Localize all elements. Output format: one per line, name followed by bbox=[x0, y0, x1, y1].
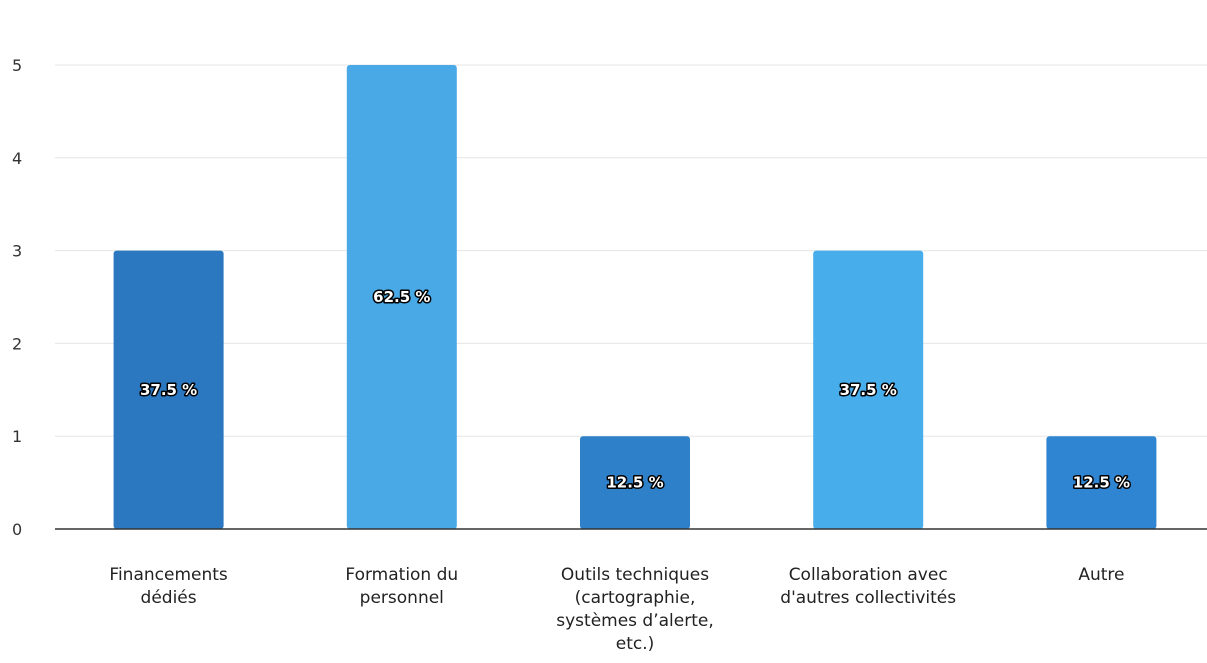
y-tick-label: 4 bbox=[12, 149, 22, 168]
x-category-label-line: d'autres collectivités bbox=[780, 588, 956, 608]
x-category-label: Formation du personnel bbox=[345, 565, 458, 608]
x-category-label-line: Autre bbox=[1078, 565, 1124, 585]
data-labels: 37.5 % 62.5 % 12.5 % 37.5 % 12.5 % bbox=[138, 287, 1131, 494]
bar[interactable] bbox=[1046, 436, 1157, 529]
x-category-label-line: Financements bbox=[109, 565, 227, 585]
x-category-label-line: personnel bbox=[360, 588, 444, 608]
y-tick-label: 0 bbox=[12, 520, 22, 539]
bar[interactable] bbox=[346, 65, 457, 529]
x-axis-category-labels: Financements dédiés Formation du personnel O… bbox=[109, 565, 1124, 654]
bar-data-label: 37.5 % bbox=[840, 381, 897, 399]
gridlines bbox=[55, 64, 1207, 437]
bar-data-label: 12.5 % bbox=[606, 474, 663, 492]
y-tick-label: 5 bbox=[12, 56, 22, 75]
x-category-label-line: (cartographie, bbox=[575, 588, 696, 608]
x-category-label-line: systèmes d’alerte, bbox=[556, 611, 714, 631]
x-category-label: Collaboration avec d'autres collectivités bbox=[780, 565, 956, 608]
bars bbox=[113, 65, 1157, 529]
x-category-label: Autre bbox=[1078, 565, 1124, 585]
x-category-label-line: etc.) bbox=[616, 634, 655, 654]
y-tick-label: 2 bbox=[12, 334, 22, 353]
x-category-label-line: Outils techniques bbox=[561, 565, 709, 585]
y-tick-label: 3 bbox=[12, 242, 22, 261]
x-category-label-line: Collaboration avec bbox=[789, 565, 948, 585]
x-category-label: Outils techniques (cartographie, systèmes … bbox=[556, 565, 714, 654]
x-category-label-line: Formation du bbox=[345, 565, 458, 585]
bar[interactable] bbox=[580, 436, 690, 529]
x-category-label-line: dédiés bbox=[141, 588, 197, 608]
bar[interactable] bbox=[113, 250, 224, 529]
y-axis-ticks: 0 1 2 3 4 5 bbox=[12, 56, 22, 539]
bar-data-label: 37.5 % bbox=[140, 381, 197, 399]
bar-data-label: 12.5 % bbox=[1073, 474, 1130, 492]
bar-data-label: 62.5 % bbox=[373, 288, 430, 306]
bar[interactable] bbox=[813, 250, 924, 529]
x-category-label: Financements dédiés bbox=[109, 565, 227, 608]
y-tick-label: 1 bbox=[12, 427, 22, 446]
